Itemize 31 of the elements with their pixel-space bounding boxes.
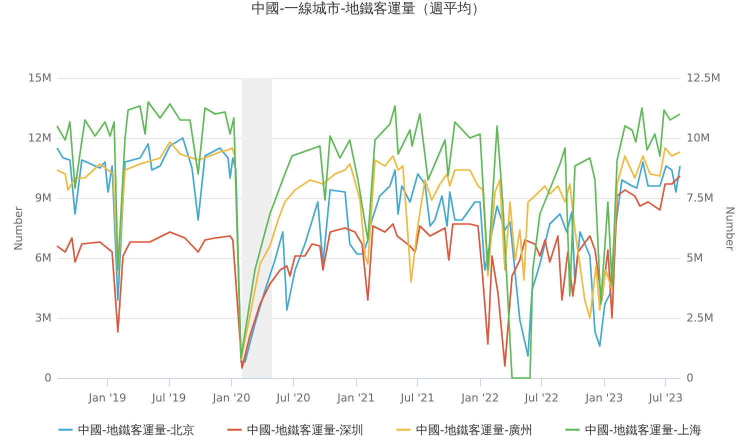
y2-axis-title: Number [723,206,736,252]
line-series [56,175,681,369]
x-tick-label: Jan '19 [88,392,126,404]
legend-label: 中國-地鐵客運量-深圳 [247,422,364,437]
y-axis-title: Number [12,206,26,251]
y2-tick-label: 5M [686,252,703,264]
x-tick-label: Jul '23 [648,392,683,404]
y-tick-label: 3M [35,312,52,324]
legend-label: 中國-地鐵客運量-上海 [585,422,702,437]
y-tick-label: 0 [44,372,52,384]
x-tick-label: Jan '20 [212,392,250,404]
line-series [56,101,681,379]
legend-label: 中國-地鐵客運量-北京 [78,422,195,437]
legend-label: 中國-地鐵客運量-廣州 [416,422,533,437]
chart-title: 中國-一線城市-地鐵客運量（週平均） [251,1,486,17]
x-tick-label: Jan '21 [336,392,375,404]
x-tick-label: Jan '23 [584,392,624,404]
y-tick-label: 6M [35,252,52,264]
x-tick-label: Jul '19 [151,392,186,404]
y2-tick-label: 7.5M [686,192,714,204]
x-tick-label: Jul '20 [276,392,310,404]
x-tick-label: Jan '22 [460,392,499,404]
y-tick-label: 12M [28,132,52,144]
y2-tick-label: 10M [686,132,710,144]
x-tick-label: Jul '22 [524,392,559,404]
y2-tick-label: 12.5M [686,72,720,84]
y-tick-label: 9M [35,192,52,204]
y2-tick-label: 2.5M [686,312,714,324]
y2-tick-label: 0 [686,372,694,384]
y-tick-label: 15M [28,72,52,84]
x-tick-label: Jul '21 [400,392,435,404]
